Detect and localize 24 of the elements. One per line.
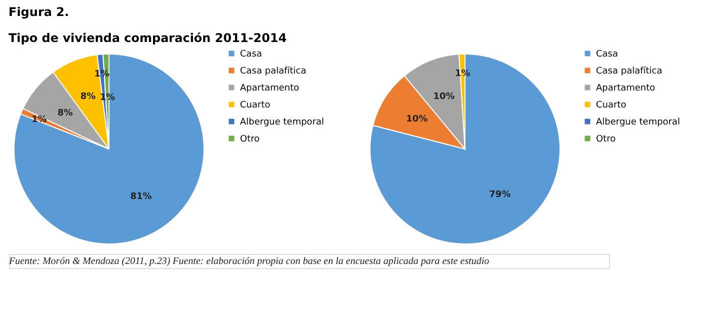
chart-subtitle: Tipo de vivienda comparación 2011-2014 bbox=[8, 31, 287, 45]
legend-label: Casa palafítica bbox=[240, 66, 306, 76]
data-label: 8% bbox=[80, 92, 96, 102]
chart-title: Figura 2. bbox=[8, 5, 70, 19]
legend-label: Casa bbox=[240, 50, 262, 60]
data-label: 8% bbox=[57, 108, 73, 119]
legend-label: Otro bbox=[596, 134, 616, 144]
legend-label: Cuarto bbox=[240, 100, 271, 110]
legend-label: Otro bbox=[240, 134, 260, 144]
legend-label: Cuarto bbox=[596, 100, 627, 110]
data-label: 1% bbox=[454, 69, 470, 80]
legend-label: Casa palafítica bbox=[596, 66, 662, 76]
legend-label: Apartamento bbox=[596, 84, 656, 94]
legend-label: Casa bbox=[596, 50, 618, 60]
legend-label: Apartamento bbox=[240, 84, 300, 94]
data-label: 79% bbox=[489, 190, 511, 200]
legend-label: Albergue temporal bbox=[240, 118, 324, 128]
data-label: 10% bbox=[406, 114, 428, 124]
data-label: 81% bbox=[130, 192, 152, 202]
data-label: 10% bbox=[433, 92, 455, 102]
source-note: Fuente: Morón & Mendoza (2011, p.23) Fuente: elaboración propia con base en la encuesta aplicada para este estudio bbox=[8, 256, 490, 267]
pie-slice bbox=[370, 54, 560, 244]
pie-slice bbox=[14, 54, 204, 244]
legend-label: Albergue temporal bbox=[596, 118, 680, 128]
